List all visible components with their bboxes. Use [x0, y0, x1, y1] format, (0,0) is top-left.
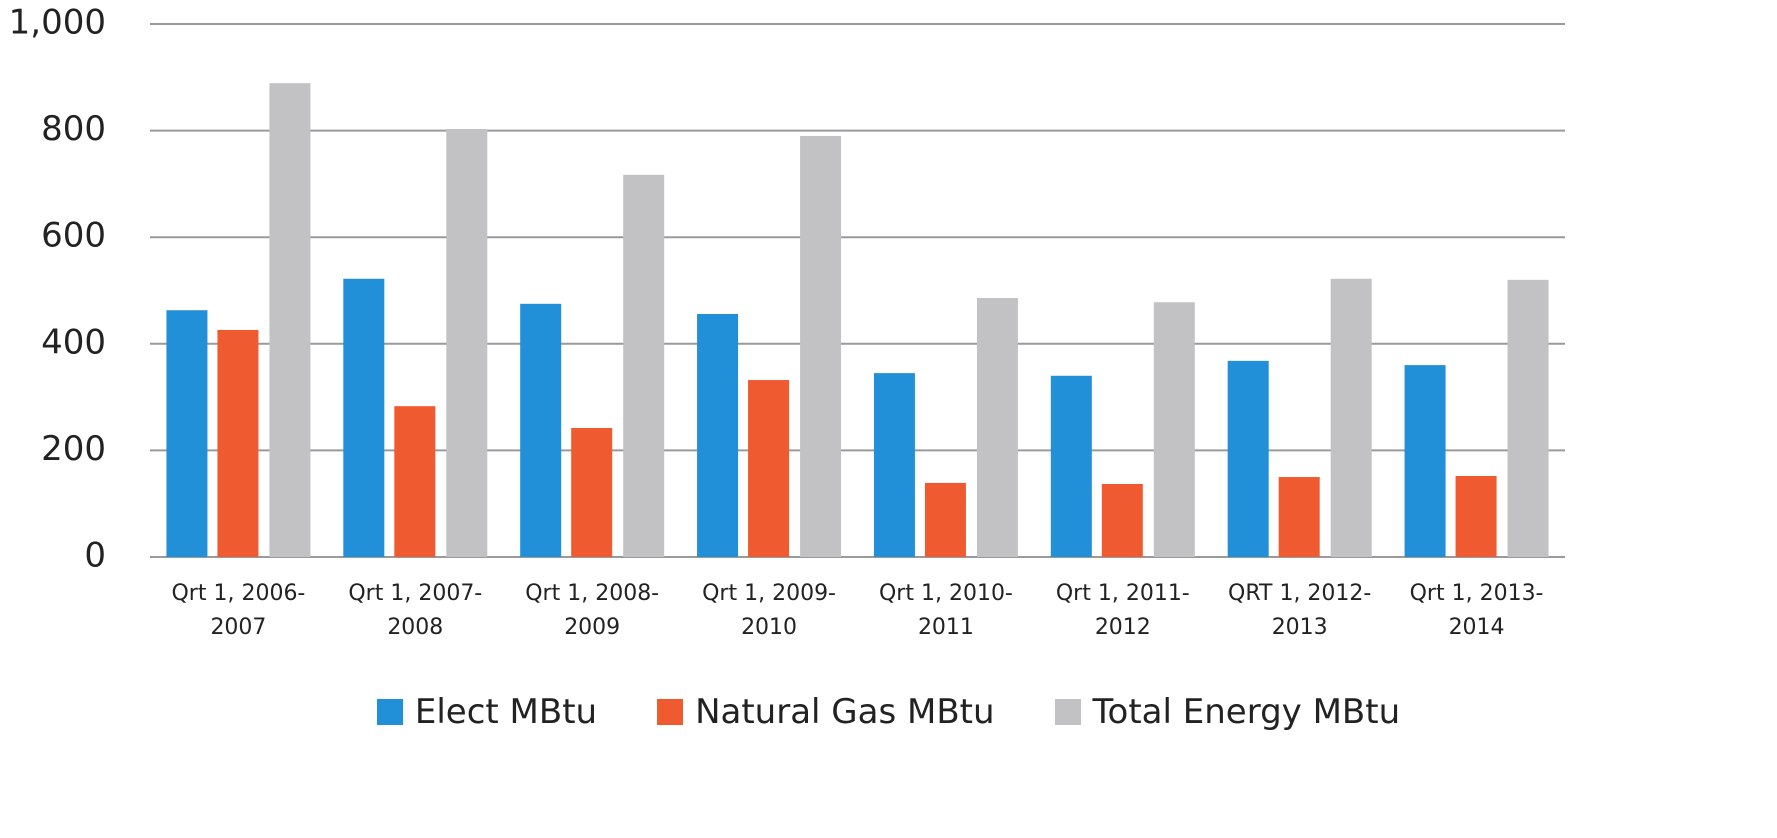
legend-label: Natural Gas MBtu	[695, 692, 995, 732]
legend-label: Total Energy MBtu	[1092, 692, 1401, 732]
y-tick-label: 400	[41, 322, 106, 362]
bar	[623, 174, 665, 558]
bar	[924, 482, 966, 557]
bar	[166, 310, 208, 557]
x-tick-label: Qrt 1, 2010-2011	[878, 581, 1013, 640]
bar	[976, 297, 1018, 557]
legend-label: Elect MBtu	[414, 692, 598, 732]
bar	[1153, 302, 1195, 557]
y-tick-label: 600	[41, 216, 106, 256]
bar	[1330, 278, 1372, 557]
legend-item: Elect MBtu	[376, 692, 598, 732]
plot: 0 200 400 600 800 1,000	[9, 3, 1565, 576]
y-tick-label: 800	[41, 109, 106, 149]
bar	[1101, 483, 1143, 557]
x-tick-label: Qrt 1, 2007-2008	[348, 581, 483, 640]
legend-item: Total Energy MBtu	[1054, 692, 1401, 732]
y-tick-label: 200	[41, 429, 106, 469]
x-tick-label: Qrt 1, 2013-2014	[1409, 581, 1544, 640]
bar	[1227, 360, 1269, 557]
bar	[748, 380, 790, 557]
x-tick-label: Qrt 1, 2009-2010	[702, 581, 836, 640]
x-tick-label: Qrt 1, 2008-2009	[525, 581, 660, 640]
y-tick-label: 0	[84, 536, 106, 576]
legend-item: Natural Gas MBtu	[657, 692, 995, 732]
bar	[343, 278, 385, 557]
bar	[1404, 365, 1446, 557]
x-tick-label: Qrt 1, 2011-2012	[1055, 581, 1190, 640]
x-tick-label: Qrt 1, 2006-2007	[171, 581, 306, 640]
legend-swatch	[1054, 699, 1081, 725]
y-tick-label: 1,000	[9, 3, 106, 43]
x-tick-label: QRT 1, 2012-2013	[1228, 581, 1372, 640]
legend: Elect MBtu Natural Gas MBtu Total Energy M…	[0, 692, 1777, 732]
bar	[269, 83, 311, 558]
bar	[520, 303, 562, 557]
bar	[1278, 477, 1320, 557]
bar	[697, 313, 739, 557]
bar	[217, 329, 259, 557]
legend-swatch	[376, 699, 403, 725]
bar	[800, 135, 842, 557]
bar	[394, 406, 436, 557]
bar	[1455, 475, 1497, 557]
bar	[1050, 375, 1092, 557]
bar	[571, 428, 613, 557]
bar	[873, 373, 915, 557]
legend-swatch	[657, 699, 684, 725]
bar	[1507, 279, 1549, 557]
bar	[446, 129, 488, 557]
